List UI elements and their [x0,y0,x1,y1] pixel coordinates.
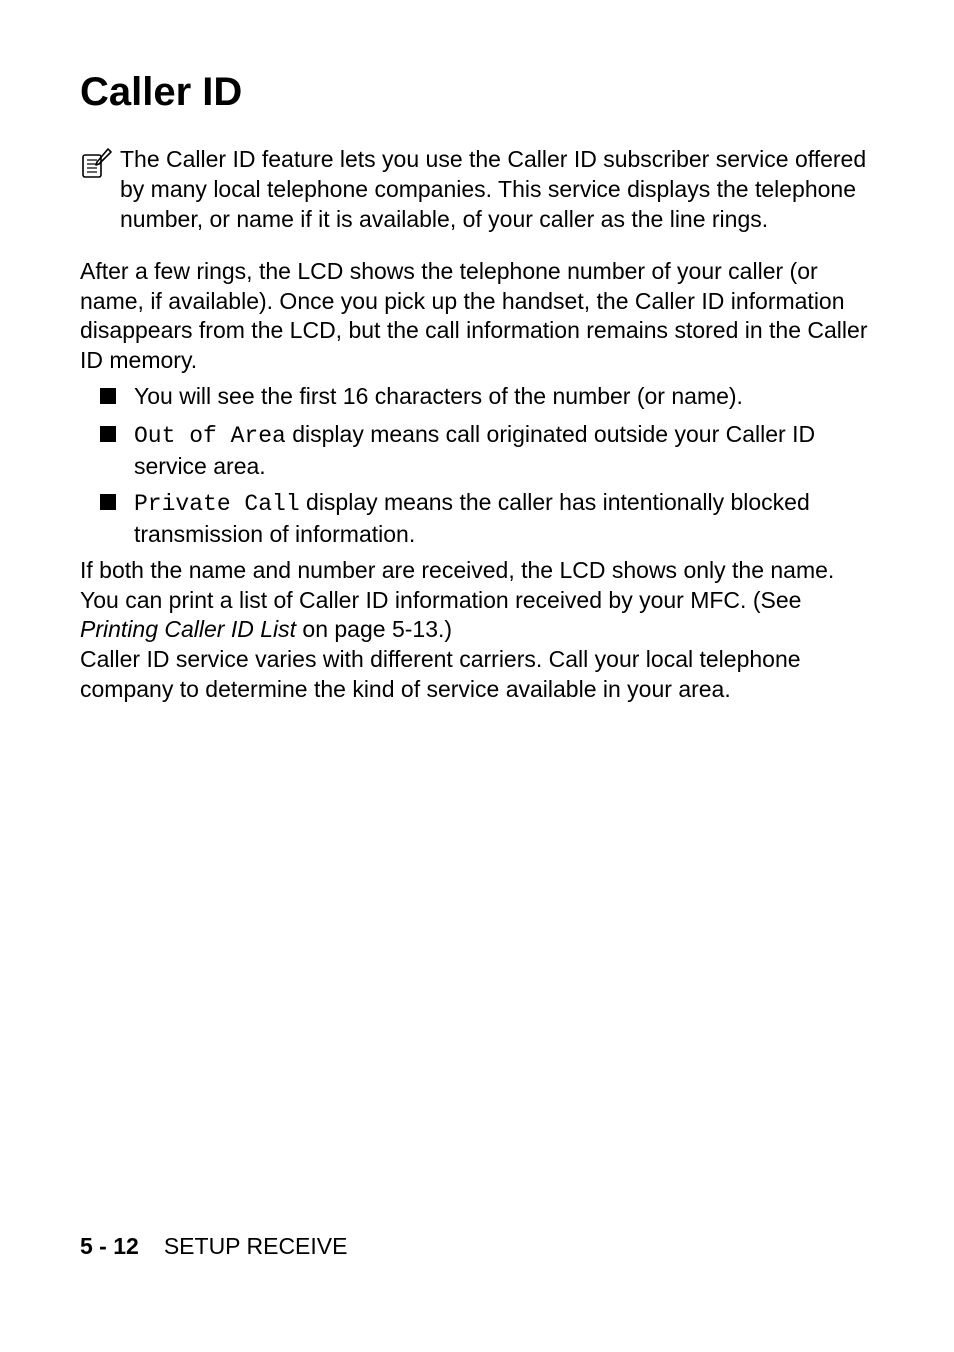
bullet-text: Private Call display means the caller ha… [134,488,874,550]
note-block: The Caller ID feature lets you use the C… [80,145,874,235]
paragraph-2: If both the name and number are received… [80,556,874,646]
bullet-item: Out of Area display means call originate… [80,420,874,482]
para2-part-a: If both the name and number are received… [80,557,834,613]
bullet-mono-prefix: Out of Area [134,423,286,449]
footer-section-title: SETUP RECEIVE [145,1233,348,1259]
para2-part-b: on page 5-13.) [296,616,452,642]
cross-reference: Printing Caller ID List [80,616,296,642]
bullet-item: Private Call display means the caller ha… [80,488,874,550]
paragraph-3: Caller ID service varies with different … [80,645,874,705]
bullet-mono-prefix: Private Call [134,491,300,517]
note-text: The Caller ID feature lets you use the C… [120,145,874,235]
paragraph-1: After a few rings, the LCD shows the tel… [80,257,874,377]
bullet-text: Out of Area display means call originate… [134,420,874,482]
page-footer: 5 - 12 SETUP RECEIVE [80,1232,347,1262]
footer-page-number: 5 - 12 [80,1233,139,1259]
bullet-body: You will see the first 16 characters of … [134,383,743,409]
bullet-text: You will see the first 16 characters of … [134,382,874,414]
page-heading: Caller ID [80,70,874,115]
bullet-marker [100,426,116,442]
document-page: Caller ID The Caller ID feature lets you… [0,0,954,1352]
note-pencil-icon [80,147,114,181]
bullet-marker [100,388,116,404]
bullet-list: You will see the first 16 characters of … [80,382,874,549]
bullet-item: You will see the first 16 characters of … [80,382,874,414]
bullet-marker [100,494,116,510]
